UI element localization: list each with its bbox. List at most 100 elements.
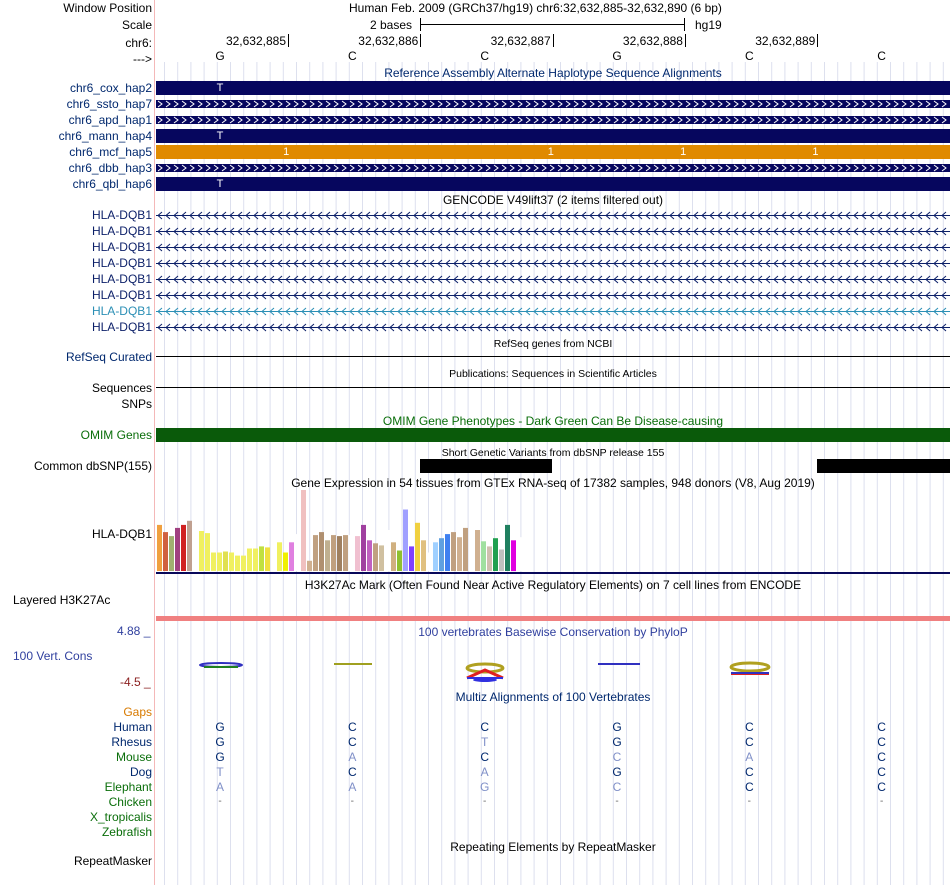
snps-label[interactable]: SNPs: [121, 397, 152, 411]
window-position-label: Window Position: [63, 1, 152, 15]
gtex-tissue-bar: [397, 550, 402, 571]
ruler-tick: [420, 34, 422, 47]
gene-label[interactable]: HLA-DQB1: [91, 224, 152, 238]
gene-track-line[interactable]: [156, 208, 950, 222]
alignment-base: C: [612, 750, 622, 764]
gene-track-line[interactable]: [156, 320, 950, 334]
gtex-tissue-bar: [469, 507, 474, 571]
alt-haplotype-mismatch: 1: [283, 146, 290, 158]
alignment-base: G: [612, 720, 622, 734]
gene-track-line[interactable]: [156, 288, 950, 302]
alt-haplotype-label[interactable]: chr6_mcf_hap5: [69, 145, 152, 159]
grid-line: [441, 62, 443, 885]
alt-haplotype-bar[interactable]: [156, 81, 950, 95]
grid-line: [388, 62, 390, 885]
gene-track-line[interactable]: [156, 240, 950, 254]
gtex-tissue-bar: [229, 552, 234, 571]
gtex-tissue-bar: [403, 509, 408, 571]
gtex-baseline: [156, 572, 950, 574]
alt-haplotype-label[interactable]: chr6_ssto_hap7: [66, 97, 152, 111]
gene-track-line[interactable]: [156, 224, 950, 238]
reference-base[interactable]: C: [347, 49, 357, 63]
alignment-base: C: [877, 750, 886, 764]
alt-haplotype-mismatch: T: [216, 130, 224, 142]
refseq-label[interactable]: RefSeq Curated: [65, 350, 152, 364]
alt-haplotype-bar[interactable]: [156, 177, 950, 191]
species-label[interactable]: Dog: [129, 765, 152, 779]
reference-base[interactable]: G: [612, 49, 622, 63]
gene-label[interactable]: HLA-DQB1: [91, 304, 152, 318]
gtex-tissue-bar: [373, 543, 378, 571]
grid-line: [190, 62, 192, 885]
gtex-tissue-bar: [283, 552, 288, 571]
h3k27ac-label[interactable]: Layered H3K27Ac: [13, 593, 111, 607]
species-label[interactable]: Human: [113, 720, 152, 734]
reference-base[interactable]: C: [744, 49, 754, 63]
alt-haplotype-label[interactable]: chr6_apd_hap1: [68, 113, 152, 127]
dbsnp-label[interactable]: Common dbSNP(155): [33, 459, 152, 473]
species-label[interactable]: Zebrafish: [101, 825, 152, 839]
omim-label[interactable]: OMIM Genes: [80, 428, 152, 442]
species-label[interactable]: Chicken: [108, 795, 152, 809]
conservation-label[interactable]: 100 Vert. Cons: [13, 649, 93, 663]
sequences-label[interactable]: Sequences: [91, 381, 152, 395]
species-label[interactable]: Mouse: [115, 750, 152, 764]
conservation-ymin: -4.5 _: [120, 675, 151, 689]
dbsnp-variant-1[interactable]: [420, 459, 552, 473]
dbsnp-variant-2[interactable]: [817, 459, 950, 473]
alignment-base: G: [612, 765, 622, 779]
species-label[interactable]: Rhesus: [111, 735, 152, 749]
alignment-base: T: [480, 735, 489, 749]
grid-line: [599, 62, 601, 885]
alt-haplotype-label[interactable]: chr6_mann_hap4: [58, 129, 152, 143]
phylop-logo-track[interactable]: [156, 655, 950, 685]
reference-base[interactable]: C: [480, 49, 489, 63]
alt-haplotype-chevron-bar[interactable]: [156, 97, 950, 111]
alt-haplotype-chevron-bar[interactable]: [156, 161, 950, 175]
gtex-tissue-bar: [463, 527, 468, 571]
grid-line: [612, 62, 614, 885]
alignment-base: -: [482, 796, 487, 807]
gene-track-line[interactable]: [156, 272, 950, 286]
alignment-base: T: [216, 765, 224, 779]
gtex-tissue-bar: [175, 527, 180, 571]
alt-haplotype-label[interactable]: chr6_cox_hap2: [69, 81, 152, 95]
alt-haplotype-bar[interactable]: [156, 145, 950, 159]
species-label[interactable]: X_tropicalis: [89, 810, 152, 824]
grid-line: [837, 62, 839, 885]
grid-line: [467, 62, 469, 885]
reference-base[interactable]: G: [215, 49, 225, 63]
reference-base[interactable]: C: [877, 49, 886, 63]
alt-haplotype-mismatch: 1: [812, 146, 819, 158]
conservation-title: 100 vertebrates Basewise Conservation by…: [418, 625, 688, 639]
gtex-bar-chart[interactable]: [156, 489, 950, 575]
gene-label[interactable]: HLA-DQB1: [91, 272, 152, 286]
alignment-base: C: [744, 720, 754, 734]
gene-label[interactable]: HLA-DQB1: [91, 256, 152, 270]
grid-line: [758, 62, 759, 885]
gene-label[interactable]: HLA-DQB1: [91, 208, 152, 222]
alignment-base: C: [347, 720, 357, 734]
alt-haplotype-label[interactable]: chr6_dbb_hap3: [68, 161, 152, 175]
species-label[interactable]: Elephant: [104, 780, 152, 794]
gtex-tissue-bar: [199, 531, 204, 571]
scale-text: 2 bases: [370, 18, 413, 32]
alt-haplotype-bar[interactable]: [156, 129, 950, 143]
gene-track-line[interactable]: [156, 304, 950, 318]
gene-label[interactable]: HLA-DQB1: [91, 288, 152, 302]
publications-line[interactable]: [156, 387, 950, 388]
repeatmasker-label[interactable]: RepeatMasker: [73, 854, 152, 868]
gtex-gene-label[interactable]: HLA-DQB1: [91, 527, 152, 541]
omim-bar[interactable]: [156, 428, 950, 442]
gene-label[interactable]: HLA-DQB1: [91, 320, 152, 334]
gene-track-line[interactable]: [156, 256, 950, 270]
alt-haplotype-chevron-bar[interactable]: [156, 113, 950, 127]
refseq-line[interactable]: [156, 356, 950, 357]
h3k27ac-signal[interactable]: [156, 616, 950, 621]
phylop-glyph-5: [729, 661, 771, 675]
alt-haplotype-label[interactable]: chr6_qbl_hap6: [72, 177, 152, 191]
phylop-glyph-4: [598, 663, 640, 665]
gtex-tissue-bar: [211, 552, 216, 571]
gene-label[interactable]: HLA-DQB1: [91, 240, 152, 254]
